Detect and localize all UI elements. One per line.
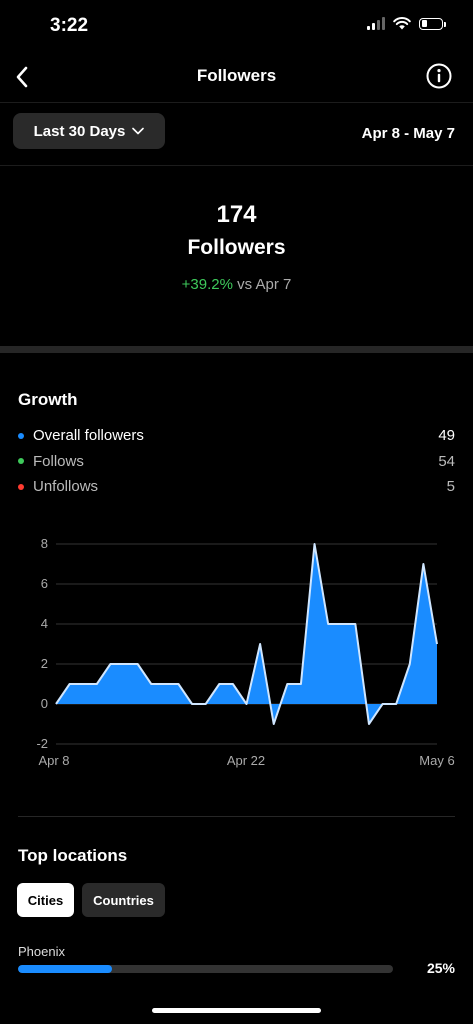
x-tick-label: May 6 <box>419 753 454 768</box>
section-divider <box>18 816 455 817</box>
followers-summary: 174 Followers +39.2% vs Apr 7 <box>0 165 473 345</box>
chevron-left-icon[interactable] <box>10 62 40 92</box>
legend-dot <box>18 483 24 490</box>
legend-name: Overall followers <box>33 427 144 445</box>
battery-icon <box>419 17 446 30</box>
status-icons <box>367 17 446 30</box>
status-time: 3:22 <box>50 15 89 36</box>
legend-overall-followers: Overall followers 49 <box>18 423 455 449</box>
date-range-row: Last 30 Days Apr 8 - May 7 <box>0 103 473 166</box>
status-bar: 3:22 <box>0 0 473 50</box>
date-range-label: Last 30 Days <box>33 122 126 140</box>
x-tick-label: Apr 22 <box>227 753 265 768</box>
growth-chart: 8 6 4 2 0 -2 Apr 8 Apr 22 May 6 <box>36 536 454 768</box>
legend-name: Unfollows <box>33 478 99 496</box>
chevron-down-icon <box>132 127 145 135</box>
followers-count: 174 <box>216 201 257 228</box>
followers-change: +39.2% vs Apr 7 <box>0 276 473 293</box>
location-progress-fill <box>18 965 112 973</box>
navigation-bar: Followers <box>0 50 473 103</box>
section-divider <box>0 346 473 353</box>
legend-value: 54 <box>438 452 455 470</box>
y-tick-label: 2 <box>41 656 48 671</box>
y-tick-label: 6 <box>41 576 48 591</box>
change-percent: +39.2% <box>181 276 233 293</box>
location-percent: 25% <box>426 960 455 976</box>
followers-label: Followers <box>187 236 286 259</box>
tab-countries[interactable]: Countries <box>82 883 165 917</box>
area-fill <box>56 544 437 724</box>
y-tick-label: 0 <box>41 696 48 711</box>
location-tabs: Cities Countries <box>17 883 165 917</box>
page-title: Followers <box>196 66 277 85</box>
info-icon[interactable] <box>425 62 453 90</box>
legend-dot <box>18 432 24 439</box>
legend-dot <box>18 458 24 465</box>
date-range-text: Apr 8 - May 7 <box>361 125 455 142</box>
legend-unfollows: Unfollows 5 <box>18 474 455 500</box>
y-tick-label: -2 <box>36 736 48 751</box>
cellular-signal-icon <box>367 17 385 30</box>
legend-value: 49 <box>438 427 455 445</box>
series-line <box>55 543 438 725</box>
top-locations-title: Top locations <box>18 846 128 865</box>
tab-cities[interactable]: Cities <box>17 883 74 917</box>
legend-follows: Follows 54 <box>18 449 455 475</box>
y-tick-label: 4 <box>41 616 48 631</box>
location-item: Phoenix 25% <box>18 944 455 984</box>
location-name: Phoenix <box>18 944 65 959</box>
growth-legend: Overall followers 49 Follows 54 Unfollow… <box>18 423 455 500</box>
x-tick-label: Apr 8 <box>38 753 69 768</box>
home-indicator <box>152 1008 321 1013</box>
change-suffix: vs Apr 7 <box>232 276 292 293</box>
growth-title: Growth <box>18 390 78 409</box>
date-range-dropdown[interactable]: Last 30 Days <box>13 113 165 149</box>
wifi-icon <box>393 17 411 30</box>
location-progress-bar <box>18 965 393 973</box>
legend-value: 5 <box>446 478 455 496</box>
y-tick-label: 8 <box>41 536 48 551</box>
legend-name: Follows <box>33 452 84 470</box>
